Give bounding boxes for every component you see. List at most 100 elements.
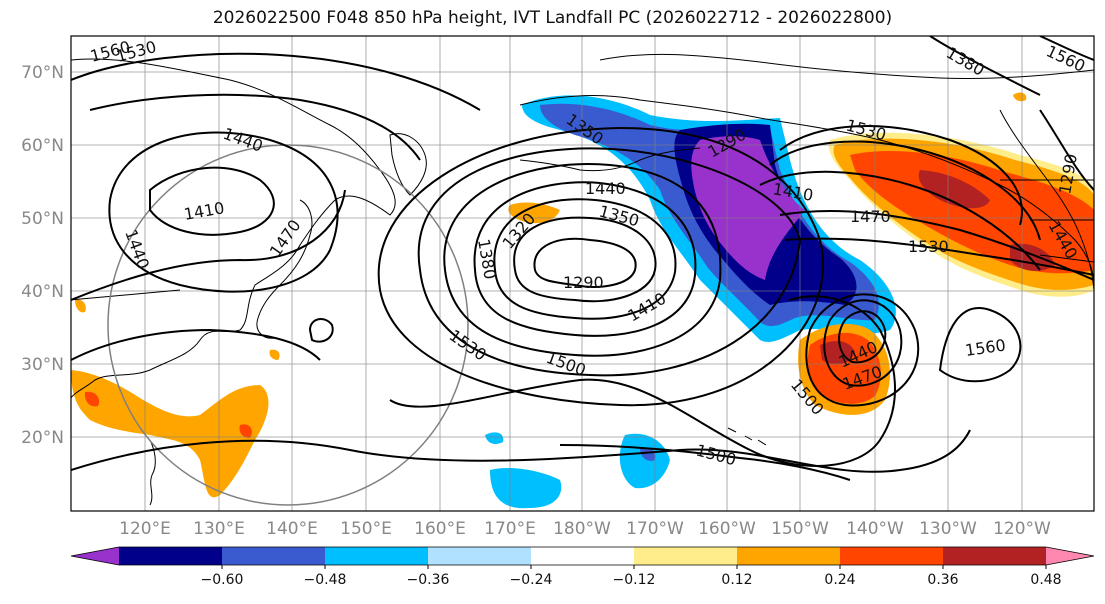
- contour-1350: [493, 198, 677, 320]
- contour-label: 1440: [121, 227, 153, 272]
- coast-borders: [71, 179, 1094, 301]
- contour-1470-w: [71, 189, 346, 301]
- lat-label: 50°N: [21, 209, 64, 229]
- colorbar-tick-label: 0.48: [1030, 572, 1061, 588]
- map-frame: [70, 35, 1095, 512]
- lon-label: 140°E: [266, 519, 318, 539]
- map-panel: 1560 1530 1380 1560 1440 1410 1440 1470 …: [71, 36, 1094, 511]
- colorbar-tick-label: 0.12: [721, 572, 752, 588]
- contour-1470-ne: [779, 209, 1094, 281]
- lat-label: 60°N: [21, 136, 64, 156]
- contour-1380-ne: [769, 140, 1041, 241]
- colorbar-tick-label: −0.36: [407, 572, 450, 588]
- coastlines: [71, 53, 1094, 506]
- lon-label: 140°W: [846, 519, 904, 539]
- colorbar: −0.60 −0.48 −0.36 −0.24 −0.12 0.12 0.24 0.36 0.4…: [70, 546, 1095, 588]
- contour-label: 1530: [908, 237, 949, 256]
- contour-1320: [513, 216, 657, 303]
- contour-1470-hawaii: [823, 299, 903, 387]
- contour-1440-hawaii: [838, 310, 887, 364]
- colorbar-tick-label: −0.60: [201, 572, 244, 588]
- ivt-shade-darkred-ne: [918, 170, 1055, 272]
- contour-label: 1560: [1043, 41, 1088, 75]
- lon-label: 170°W: [626, 519, 684, 539]
- contour-1530-nw: [89, 93, 421, 161]
- lon-label: 180°W: [553, 519, 611, 539]
- contour-1530: [71, 429, 971, 473]
- graticule: [71, 36, 1094, 511]
- contour-1500: [389, 295, 896, 467]
- contour-1530-ne: [784, 237, 1094, 276]
- colorbar-swatch: [943, 547, 1047, 565]
- coast-alaska: [519, 94, 1094, 286]
- colorbar-swatch: [634, 547, 738, 565]
- colorbar-swatch: [325, 547, 429, 565]
- coast-na-west: [999, 109, 1094, 291]
- ivt-shade-orange-philippine: [75, 299, 280, 360]
- colorbar-swatch: [531, 547, 635, 565]
- contour-label: 1380: [943, 43, 988, 80]
- colorbar-extend-min: [71, 547, 119, 565]
- contour-1500-s: [559, 444, 851, 481]
- contour-small-circle: [308, 318, 334, 343]
- contour-1410-w: [149, 166, 275, 236]
- contour-1500-w: [71, 328, 321, 361]
- ivt-shade-orange-sw: [71, 370, 269, 498]
- colorbar-tick-label: −0.12: [613, 572, 656, 588]
- colorbar-swatch: [428, 547, 532, 565]
- colorbar-swatch: [222, 547, 326, 565]
- contour-1560-nw: [71, 52, 481, 111]
- lon-label: 130°W: [919, 519, 977, 539]
- contour-label: 1560: [964, 335, 1007, 359]
- lat-label: 20°N: [21, 428, 64, 448]
- lon-label: 150°W: [771, 519, 829, 539]
- height-contours: [71, 36, 1094, 481]
- colorbar-tick-label: −0.48: [304, 572, 347, 588]
- lon-label: 150°E: [340, 519, 392, 539]
- lon-axis: 120°E 130°E 140°E 150°E 160°E 170°E 180°…: [119, 519, 1051, 539]
- contour-label: 1470: [266, 216, 305, 260]
- map-title: 2026022500 F048 850 hPa height, IVT Land…: [212, 8, 893, 28]
- ivt-shade-small-navy-patch: [640, 447, 656, 461]
- lon-label: 170°E: [484, 519, 536, 539]
- coast-kamchatka: [389, 133, 427, 196]
- contour-label: 1290: [563, 273, 604, 292]
- lat-label: 40°N: [21, 282, 64, 302]
- colorbar-tick-label: −0.24: [510, 572, 553, 588]
- contour-label: 1440: [585, 179, 626, 198]
- contour-1440: [417, 147, 802, 377]
- contour-label: 1350: [597, 202, 641, 231]
- colorbar-swatch: [119, 547, 223, 565]
- lon-label: 120°W: [993, 519, 1051, 539]
- colorbar-tick-label: 0.36: [927, 572, 958, 588]
- contour-1290-ne: [1039, 109, 1094, 191]
- colorbar-outline: [70, 546, 1095, 566]
- lon-label: 160°W: [698, 519, 756, 539]
- contour-1470: [377, 126, 825, 407]
- contour-1500-hawaii: [805, 293, 920, 407]
- contour-1380-top: [929, 36, 1041, 96]
- coast-asia: [71, 58, 396, 399]
- lon-label: 130°E: [193, 519, 245, 539]
- contour-1290-low: [533, 237, 637, 288]
- contour-1410-ne: [759, 170, 1041, 271]
- lat-axis: 70°N 60°N 50°N 40°N 30°N 20°N: [21, 63, 64, 448]
- colorbar-extend-max: [1046, 547, 1094, 565]
- lat-label: 70°N: [21, 63, 64, 83]
- colorbar-tick-label: 0.24: [824, 572, 855, 588]
- range-ring: [107, 144, 469, 506]
- lat-label: 30°N: [21, 355, 64, 375]
- lon-label: 120°E: [119, 519, 171, 539]
- coast-hawaii: [727, 427, 767, 446]
- colorbar-swatch: [840, 547, 944, 565]
- contour-1560-top: [1039, 36, 1094, 61]
- contour-label: 1500: [694, 441, 738, 470]
- ivt-shade-small-blue-patch: [485, 432, 670, 509]
- contour-1560-s: [938, 307, 1022, 383]
- contour-1350-ne: [779, 125, 1023, 226]
- contour-label: 1470: [850, 207, 891, 226]
- contour-1410: [443, 163, 722, 357]
- coast-alaska-north: [599, 53, 1094, 79]
- lon-label: 160°E: [414, 519, 466, 539]
